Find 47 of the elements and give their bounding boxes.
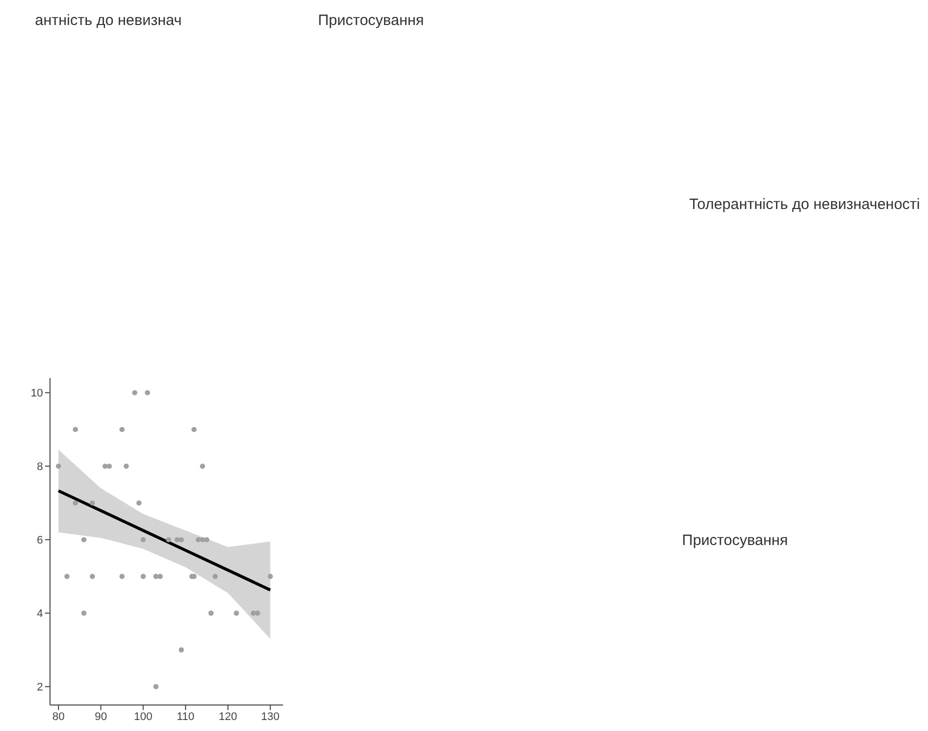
point: [268, 574, 273, 580]
point: [200, 464, 206, 469]
point: [72, 500, 78, 506]
point: [119, 426, 125, 432]
text: Толерантність до невизначеності: [689, 196, 920, 213]
point: [140, 537, 146, 542]
point: [81, 610, 86, 616]
x-tick-label: 110: [176, 710, 194, 723]
point: [178, 647, 184, 652]
x-tick-label: 90: [94, 710, 107, 723]
point: [119, 574, 125, 580]
y-tick-label: 4: [36, 608, 43, 620]
text: антність до невизнач: [35, 12, 182, 29]
point: [64, 574, 70, 580]
x-tick-label: 130: [261, 710, 280, 723]
point: [153, 684, 159, 690]
x-tick-label: 120: [218, 710, 238, 723]
point: [132, 390, 138, 396]
point: [191, 426, 197, 432]
line-series: [56, 489, 272, 592]
point: [140, 574, 146, 580]
point: [204, 537, 210, 542]
point: [144, 390, 150, 396]
point: [166, 537, 172, 542]
point: [90, 500, 95, 506]
text: Пристосування: [682, 532, 788, 549]
point: [136, 500, 142, 506]
text: Пристосування: [318, 12, 424, 29]
x-tick-label: 80: [52, 710, 65, 723]
point: [90, 574, 95, 580]
point: [212, 574, 218, 580]
point: [72, 426, 78, 432]
point: [174, 537, 180, 542]
point: [56, 464, 62, 469]
point: [102, 464, 108, 469]
point: [158, 574, 163, 580]
point: [106, 464, 112, 469]
y-tick-label: 2: [36, 682, 43, 694]
point: [81, 537, 86, 542]
point: [124, 464, 129, 469]
point: [208, 610, 214, 616]
y-tick-label: 6: [36, 534, 43, 547]
y-tick-label: 10: [30, 388, 43, 400]
x-tick-label: 100: [134, 710, 152, 723]
point: [234, 610, 239, 616]
point: [178, 537, 184, 542]
y-tick-label: 8: [36, 461, 43, 474]
